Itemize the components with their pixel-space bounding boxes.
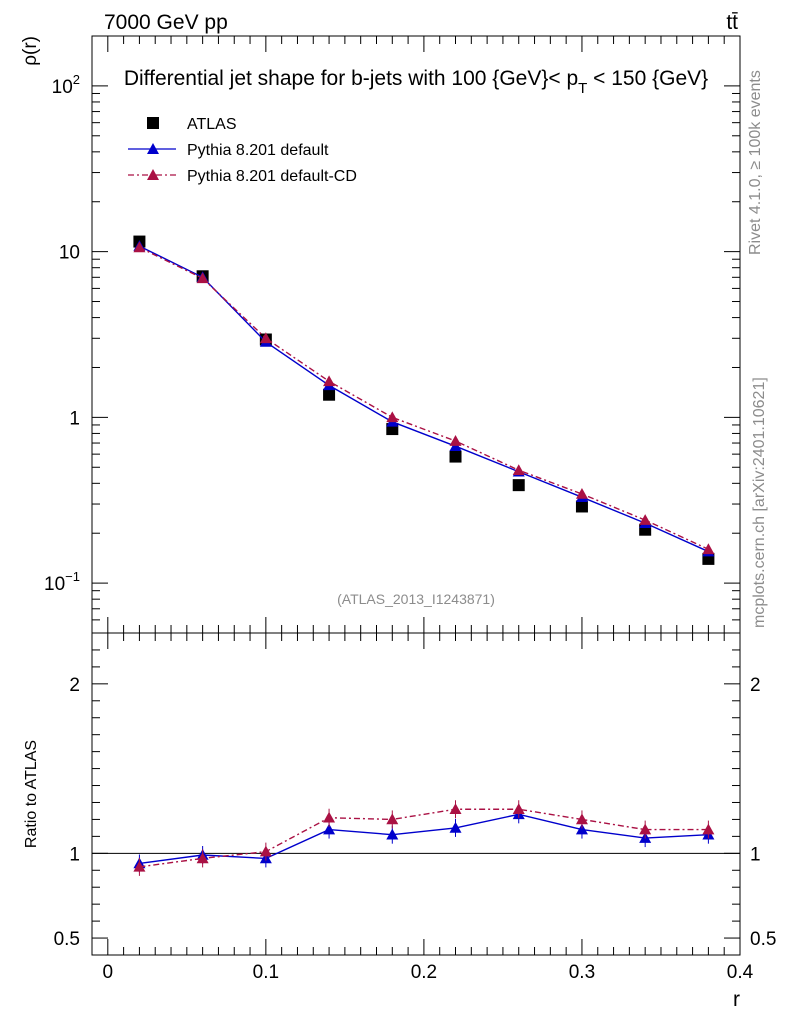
series-marker-pythia-8-201-default-cd xyxy=(196,272,209,284)
axis-tick-labels: 0 0.1 0.2 0.3 0.4 102 10 1 10−1 2 2 1 1 0.5 0.5 xyxy=(44,72,776,983)
legend-label-atlas: ATLAS xyxy=(187,116,237,133)
series-marker-pythia-8-201-default-cd xyxy=(512,464,525,475)
main-series-layer xyxy=(133,235,715,565)
series-line-pythia-8-201-default xyxy=(139,245,709,553)
legend-marker-atlas xyxy=(147,117,159,129)
ratio-line-pythia-8-201-default-cd xyxy=(139,808,709,868)
x-tick-label: 0.1 xyxy=(253,962,279,983)
ratio-marker-pythia-8-201-default-cd xyxy=(639,823,652,835)
x-tick-label: 0.2 xyxy=(411,962,437,983)
mcplots-reference-label: mcplots.cern.ch [arXiv:2401.10621] xyxy=(751,377,768,628)
series-marker-pythia-8-201-default-cd xyxy=(639,514,652,525)
ratio-marker-pythia-8-201-default-cd xyxy=(196,852,209,864)
legend-marker-default xyxy=(147,143,159,154)
ratio-y-tick-label-right: 0.5 xyxy=(750,929,776,950)
header-energy-label: 7000 GeV pp xyxy=(104,11,228,34)
ratio-y-tick-label: 1 xyxy=(69,844,80,865)
x-tick-label: 0.3 xyxy=(569,962,595,983)
y-tick-label: 102 xyxy=(52,72,80,98)
ratio-marker-pythia-8-201-default xyxy=(323,823,336,835)
data-point-atlas xyxy=(575,500,588,513)
ratio-marker-pythia-8-201-default-cd xyxy=(259,845,272,857)
ratio-y-tick-label-right: 1 xyxy=(750,844,761,865)
series-marker-pythia-8-201-default-cd xyxy=(259,332,272,344)
legend: ATLAS Pythia 8.201 default Pythia 8.201 … xyxy=(128,116,357,185)
x-axis-title: r xyxy=(733,988,740,1011)
series-marker-pythia-8-201-default-cd xyxy=(449,435,462,446)
legend-label-default: Pythia 8.201 default xyxy=(187,142,329,159)
y-axis-title: ρ(r) xyxy=(20,36,41,66)
ratio-marker-pythia-8-201-default-cd xyxy=(575,813,588,825)
ratio-axis-title: Ratio to ATLAS xyxy=(23,740,40,848)
x-tick-label: 0 xyxy=(103,962,114,983)
analysis-tag: (ATLAS_2013_I1243871) xyxy=(337,591,495,607)
ratio-line-pythia-8-201-default xyxy=(139,813,709,865)
ratio-marker-pythia-8-201-default xyxy=(449,821,462,833)
legend-label-default-cd: Pythia 8.201 default-CD xyxy=(187,168,357,185)
rivet-version-label: Rivet 4.1.0, ≥ 100k events xyxy=(747,70,764,255)
ratio-marker-pythia-8-201-default-cd xyxy=(133,860,146,872)
series-marker-pythia-8-201-default-cd xyxy=(133,241,146,253)
header-process-label: tt̄ xyxy=(726,11,738,34)
chart-title: Differential jet shape for b-jets with 1… xyxy=(124,67,708,97)
ratio-y-tick-label: 0.5 xyxy=(54,929,80,950)
ratio-plot-frame xyxy=(91,632,741,956)
ratio-y-tick-label-right: 2 xyxy=(750,675,761,696)
ratio-marker-pythia-8-201-default xyxy=(575,823,588,835)
data-point-atlas xyxy=(323,388,336,401)
ratio-series-layer xyxy=(133,800,715,876)
series-marker-pythia-8-201-default-cd xyxy=(323,375,336,387)
ratio-marker-pythia-8-201-default-cd xyxy=(449,803,462,815)
y-tick-label: 1 xyxy=(69,408,80,429)
series-marker-pythia-8-201-default-cd xyxy=(575,487,588,499)
series-line-pythia-8-201-default-cd xyxy=(139,246,709,550)
x-tick-label: 0.4 xyxy=(727,962,754,983)
ratio-marker-pythia-8-201-default-cd xyxy=(702,823,715,835)
data-point-atlas xyxy=(449,450,462,463)
ratio-marker-pythia-8-201-default-cd xyxy=(323,811,336,823)
series-marker-pythia-8-201-default-cd xyxy=(386,411,399,423)
series-marker-pythia-8-201-default-cd xyxy=(702,543,715,555)
data-point-atlas xyxy=(512,479,525,492)
ratio-y-tick-label: 2 xyxy=(69,675,80,696)
ratio-marker-pythia-8-201-default-cd xyxy=(512,803,525,815)
ratio-marker-pythia-8-201-default xyxy=(386,828,399,840)
y-tick-label: 10−1 xyxy=(44,569,80,595)
legend-marker-default-cd xyxy=(147,169,159,180)
ratio-marker-pythia-8-201-default-cd xyxy=(386,813,399,825)
y-tick-label: 10 xyxy=(59,243,80,264)
